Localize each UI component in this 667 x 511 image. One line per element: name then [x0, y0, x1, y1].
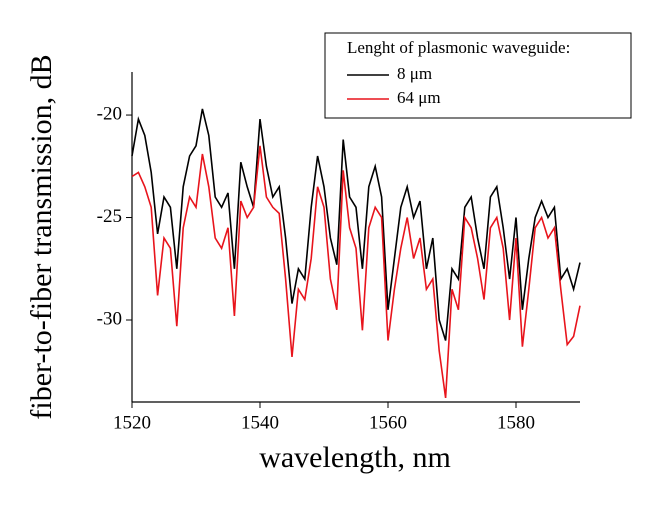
x-axis-label: wavelength, nm: [259, 441, 451, 474]
x-tick-label: 1560: [369, 412, 407, 433]
x-tick-label: 1540: [241, 412, 279, 433]
legend-title: Lenght of plasmonic waveguide:: [347, 38, 570, 57]
y-tick-label: -20: [97, 103, 122, 124]
x-tick-label: 1580: [497, 412, 535, 433]
y-tick-label: -30: [97, 308, 122, 329]
legend-label: 64 μm: [397, 88, 441, 107]
y-axis-label: fiber-to-fiber transmission, dB: [25, 54, 58, 419]
line-series: [131, 108, 581, 341]
y-tick-label: -25: [97, 206, 122, 227]
line-series: [131, 145, 581, 399]
legend-label: 8 μm: [397, 64, 432, 83]
x-tick-label: 1520: [113, 412, 151, 433]
